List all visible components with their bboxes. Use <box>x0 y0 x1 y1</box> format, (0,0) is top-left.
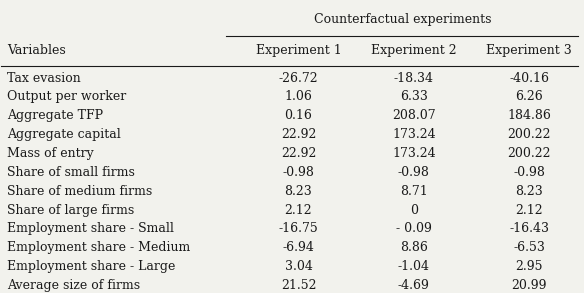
Text: 6.33: 6.33 <box>400 90 427 103</box>
Text: 200.22: 200.22 <box>507 128 551 141</box>
Text: 184.86: 184.86 <box>507 109 551 122</box>
Text: -40.16: -40.16 <box>509 71 549 84</box>
Text: -16.75: -16.75 <box>279 222 318 236</box>
Text: -0.98: -0.98 <box>513 166 545 179</box>
Text: Employment share - Small: Employment share - Small <box>7 222 174 236</box>
Text: Variables: Variables <box>7 44 66 57</box>
Text: -6.94: -6.94 <box>283 241 314 254</box>
Text: 2.12: 2.12 <box>515 204 543 217</box>
Text: 22.92: 22.92 <box>281 128 316 141</box>
Text: 8.23: 8.23 <box>284 185 312 198</box>
Text: -0.98: -0.98 <box>283 166 314 179</box>
Text: 3.04: 3.04 <box>284 260 312 273</box>
Text: -4.69: -4.69 <box>398 279 430 292</box>
Text: Share of large firms: Share of large firms <box>7 204 134 217</box>
Text: -18.34: -18.34 <box>394 71 434 84</box>
Text: -26.72: -26.72 <box>279 71 318 84</box>
Text: - 0.09: - 0.09 <box>396 222 432 236</box>
Text: 1.06: 1.06 <box>284 90 312 103</box>
Text: -0.98: -0.98 <box>398 166 430 179</box>
Text: Output per worker: Output per worker <box>7 90 126 103</box>
Text: 21.52: 21.52 <box>281 279 316 292</box>
Text: Mass of entry: Mass of entry <box>7 147 94 160</box>
Text: -1.04: -1.04 <box>398 260 430 273</box>
Text: 208.07: 208.07 <box>392 109 436 122</box>
Text: 2.12: 2.12 <box>284 204 312 217</box>
Text: -6.53: -6.53 <box>513 241 545 254</box>
Text: 8.71: 8.71 <box>400 185 427 198</box>
Text: 8.86: 8.86 <box>400 241 427 254</box>
Text: 200.22: 200.22 <box>507 147 551 160</box>
Text: Experiment 1: Experiment 1 <box>256 44 341 57</box>
Text: Aggregate capital: Aggregate capital <box>7 128 121 141</box>
Text: Employment share - Large: Employment share - Large <box>7 260 176 273</box>
Text: 2.95: 2.95 <box>516 260 543 273</box>
Text: 173.24: 173.24 <box>392 128 436 141</box>
Text: 6.26: 6.26 <box>515 90 543 103</box>
Text: Experiment 3: Experiment 3 <box>486 44 572 57</box>
Text: Employment share - Medium: Employment share - Medium <box>7 241 190 254</box>
Text: 20.99: 20.99 <box>512 279 547 292</box>
Text: 22.92: 22.92 <box>281 147 316 160</box>
Text: 173.24: 173.24 <box>392 147 436 160</box>
Text: Counterfactual experiments: Counterfactual experiments <box>314 13 491 26</box>
Text: -16.43: -16.43 <box>509 222 549 236</box>
Text: Experiment 2: Experiment 2 <box>371 44 457 57</box>
Text: Aggregate TFP: Aggregate TFP <box>7 109 103 122</box>
Text: Share of medium firms: Share of medium firms <box>7 185 152 198</box>
Text: 0.16: 0.16 <box>284 109 312 122</box>
Text: 0: 0 <box>410 204 418 217</box>
Text: Share of small firms: Share of small firms <box>7 166 135 179</box>
Text: 8.23: 8.23 <box>515 185 543 198</box>
Text: Tax evasion: Tax evasion <box>7 71 81 84</box>
Text: Average size of firms: Average size of firms <box>7 279 140 292</box>
